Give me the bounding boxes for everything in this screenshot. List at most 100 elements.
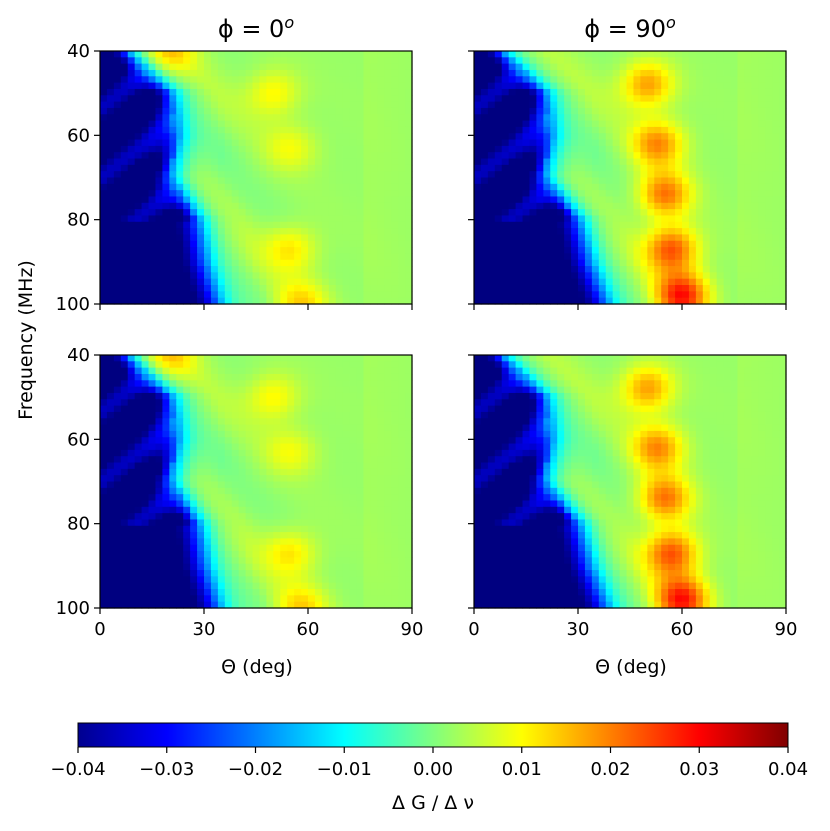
- heatmap-cell: [148, 221, 157, 229]
- heatmap-cell: [356, 500, 365, 508]
- heatmap-cell: [252, 63, 261, 71]
- heatmap-cell: [342, 158, 351, 166]
- heatmap-cell: [370, 202, 378, 210]
- heatmap-cell: [702, 234, 711, 242]
- heatmap-cell: [308, 392, 316, 400]
- heatmap-cell: [106, 215, 115, 223]
- heatmap-cell: [155, 145, 163, 153]
- heatmap-cell: [550, 152, 558, 160]
- heatmap-cell: [384, 278, 392, 286]
- heatmap-cell: [363, 196, 371, 204]
- heatmap-cell: [480, 63, 489, 71]
- heatmap-cell: [183, 126, 191, 134]
- heatmap-cell: [321, 51, 330, 58]
- heatmap-cell: [314, 437, 323, 445]
- heatmap-cell: [273, 145, 281, 153]
- heatmap-cell: [176, 506, 184, 514]
- heatmap-cell: [100, 437, 108, 445]
- heatmap-cell: [675, 215, 683, 223]
- heatmap-cell: [647, 51, 655, 58]
- heatmap-cell: [391, 69, 399, 77]
- heatmap-cell: [169, 481, 177, 489]
- heatmap-cell: [529, 101, 537, 109]
- heatmap-cell: [259, 126, 267, 134]
- heatmap-cell: [335, 133, 344, 141]
- heatmap-cell: [529, 145, 537, 153]
- heatmap-cell: [155, 424, 163, 432]
- heatmap-cell: [100, 234, 108, 242]
- heatmap-cell: [744, 120, 752, 128]
- heatmap-cell: [224, 475, 233, 483]
- heatmap-cell: [197, 266, 205, 273]
- heatmap-cell: [210, 475, 219, 483]
- heatmap-cell: [273, 424, 281, 432]
- panel-title: ϕ = 0o: [218, 13, 294, 43]
- heatmap-cell: [737, 95, 745, 103]
- heatmap-cell: [695, 69, 704, 77]
- heatmap-cell: [141, 494, 150, 502]
- heatmap-cell: [654, 139, 662, 147]
- heatmap-cell: [384, 158, 392, 166]
- heatmap-cell: [384, 152, 392, 160]
- heatmap-cell: [550, 177, 558, 185]
- heatmap-cell: [217, 221, 226, 229]
- heatmap-cell: [224, 82, 233, 90]
- heatmap-cell: [578, 297, 586, 305]
- heatmap-cell: [100, 361, 108, 369]
- heatmap-cell: [529, 209, 537, 217]
- heatmap-cell: [765, 209, 773, 217]
- heatmap-cell: [668, 107, 676, 115]
- heatmap-cell: [702, 95, 711, 103]
- heatmap-cell: [480, 177, 489, 185]
- heatmap-cell: [356, 532, 365, 540]
- heatmap-cell: [224, 430, 233, 438]
- heatmap-cell: [190, 437, 198, 445]
- heatmap-cell: [619, 297, 628, 305]
- heatmap-cell: [190, 386, 198, 394]
- heatmap-cell: [238, 126, 247, 134]
- heatmap-cell: [398, 468, 406, 476]
- heatmap-cell: [176, 411, 184, 419]
- heatmap-cell: [384, 418, 392, 426]
- heatmap-cell: [598, 133, 607, 141]
- heatmap-cell: [127, 177, 136, 185]
- heatmap-cell: [598, 76, 607, 84]
- heatmap-cell: [675, 240, 683, 248]
- heatmap-cell: [695, 215, 704, 223]
- heatmap-cell: [730, 209, 739, 217]
- heatmap-cell: [508, 107, 517, 115]
- heatmap-cell: [162, 430, 170, 438]
- heatmap-cell: [287, 190, 295, 198]
- heatmap-cell: [758, 183, 766, 191]
- heatmap-cell: [370, 361, 378, 369]
- heatmap-cell: [550, 259, 558, 267]
- heatmap-cell: [557, 88, 565, 96]
- heatmap-cell: [197, 424, 205, 432]
- heatmap-cell: [626, 221, 635, 229]
- heatmap-cell: [661, 51, 669, 58]
- heatmap-cell: [688, 139, 697, 147]
- heatmap-cell: [598, 215, 607, 223]
- heatmap-cell: [709, 63, 718, 71]
- heatmap-cell: [183, 259, 191, 267]
- heatmap-cell: [557, 177, 565, 185]
- heatmap-cell: [716, 291, 725, 299]
- heatmap-cell: [176, 183, 184, 191]
- heatmap-cell: [301, 190, 309, 198]
- heatmap-cell: [550, 291, 558, 299]
- heatmap-cell: [141, 101, 150, 109]
- heatmap-cell: [106, 171, 115, 179]
- heatmap-cell: [197, 367, 205, 375]
- heatmap-cell: [612, 177, 621, 185]
- heatmap-cell: [508, 158, 517, 166]
- heatmap-cell: [654, 272, 662, 280]
- heatmap-cell: [723, 171, 732, 179]
- heatmap-cell: [204, 411, 212, 419]
- heatmap-cell: [335, 386, 344, 394]
- heatmap-cell: [301, 399, 309, 407]
- heatmap-cell: [197, 57, 205, 65]
- heatmap-cell: [709, 88, 718, 96]
- heatmap-cell: [695, 107, 704, 115]
- heatmap-cell: [183, 139, 191, 147]
- heatmap-cell: [730, 158, 739, 166]
